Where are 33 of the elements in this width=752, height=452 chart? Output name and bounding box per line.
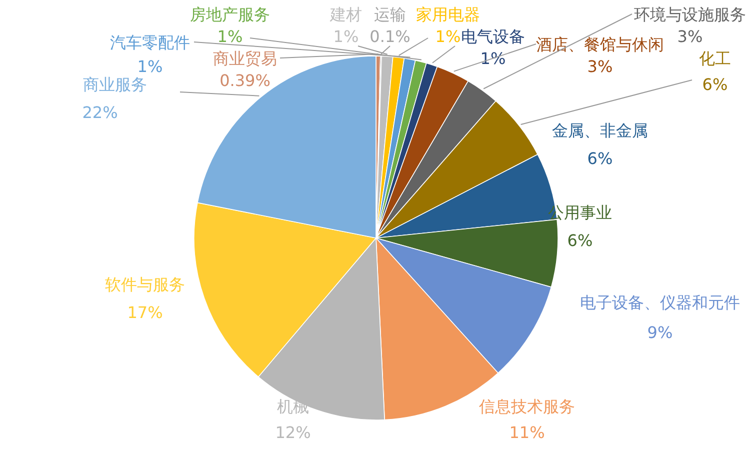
slice-label: 化工 [699, 49, 731, 68]
slice-label: 商业贸易 [213, 49, 277, 68]
slice-label: 房地产服务 [190, 5, 270, 24]
data-label: 1% [137, 57, 163, 76]
data-label: 1% [435, 27, 461, 46]
data-label: 3% [587, 57, 613, 76]
data-label: 22% [82, 103, 118, 122]
data-label: 6% [702, 75, 728, 94]
data-label: 11% [509, 423, 545, 442]
data-label: 12% [275, 423, 311, 442]
data-label: 17% [127, 303, 163, 322]
data-label: 0.1% [370, 27, 410, 46]
slice-label: 环境与设施服务 [634, 5, 746, 24]
data-label: 1% [480, 49, 506, 68]
data-label: 1% [217, 27, 243, 46]
slice-label: 商业服务 [83, 75, 147, 94]
data-label: 6% [567, 231, 593, 250]
slice-label: 建材 [329, 5, 362, 24]
slice-label: 酒店、餐馆与休闲 [536, 35, 664, 54]
slice-label: 公用事业 [548, 203, 612, 222]
data-label: 9% [647, 323, 673, 342]
data-label: 3% [677, 27, 703, 46]
slice-label: 软件与服务 [105, 275, 185, 294]
data-label: 6% [587, 149, 613, 168]
data-label: 1% [333, 27, 359, 46]
slice-label: 金属、非金属 [552, 121, 648, 140]
slice-label: 信息技术服务 [479, 397, 575, 416]
data-label: 0.39% [220, 71, 270, 90]
slice-label: 运输 [374, 5, 406, 24]
slice-label: 电子设备、仪器和元件 [580, 293, 740, 312]
slice-label: 家用电器 [416, 5, 480, 24]
slice-label: 汽车零配件 [110, 33, 190, 52]
slice-label: 电气设备 [461, 27, 525, 46]
